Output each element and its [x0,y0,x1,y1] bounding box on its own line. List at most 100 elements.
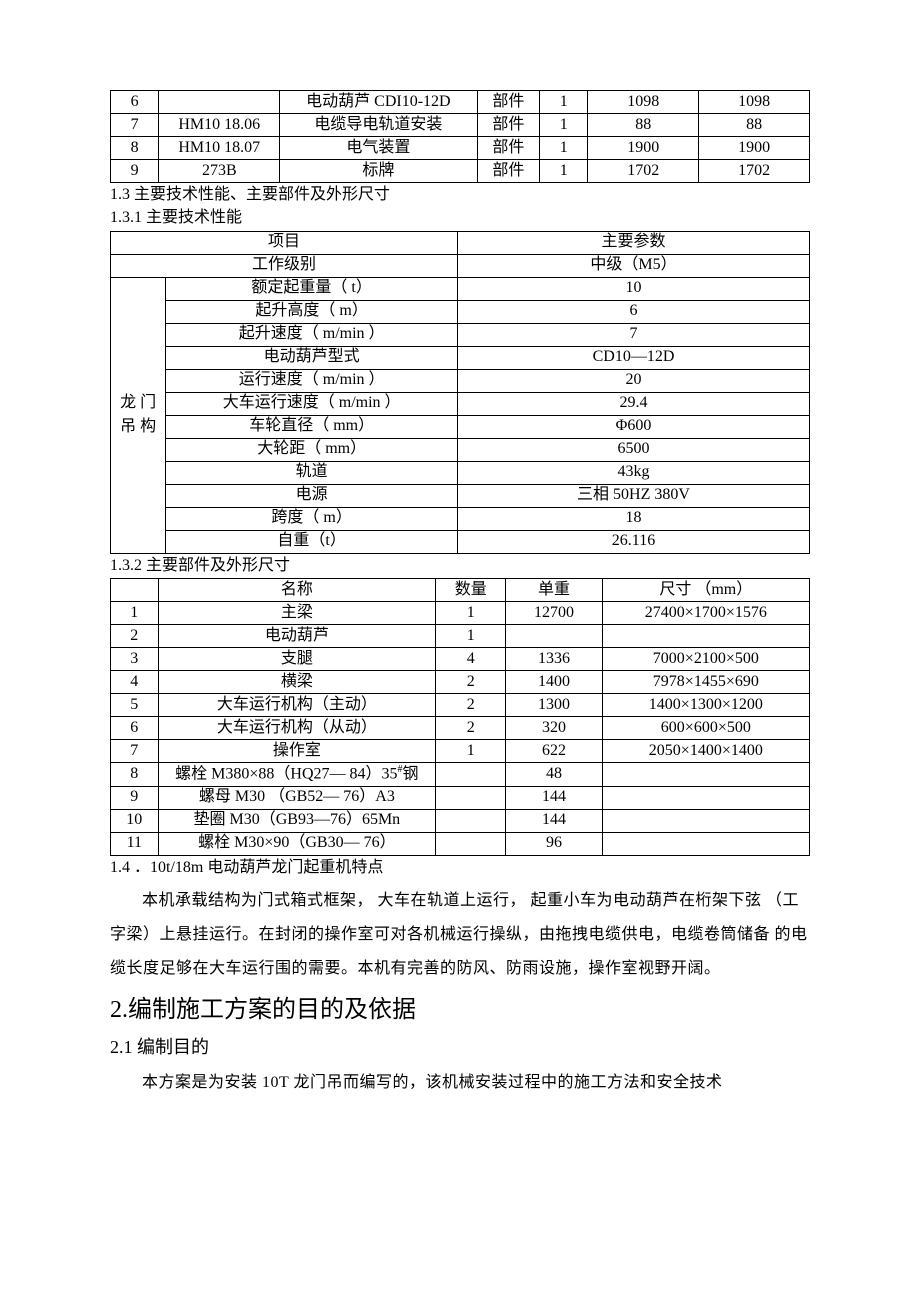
table-cell-side-label: 龙 门 吊 构 [111,277,166,553]
heading-1-4: 1.4 ．10t/18m 电动葫芦龙门起重机特点 [110,858,810,879]
components-table: 名称数量单重尺寸 （mm）1主梁11270027400×1700×15762电动… [110,578,810,855]
table-cell: 主梁 [158,602,436,625]
table-cell: 20 [457,369,809,392]
table-cell: 部件 [477,114,539,137]
table-cell: 1400×1300×1200 [602,694,809,717]
table-cell [602,832,809,855]
table-cell: 轨道 [166,461,458,484]
table-row: 大车运行速度（ m/min ）29.4 [111,392,810,415]
table-cell: 电气装置 [280,137,477,160]
table-cell: 320 [506,717,602,740]
table-cell: 2 [436,694,506,717]
table-cell [602,763,809,786]
table-cell: 2 [436,671,506,694]
table-cell [436,809,506,832]
table-cell: 1098 [588,91,699,114]
table-cell: 电缆导电轨道安装 [280,114,477,137]
table-cell: 144 [506,809,602,832]
table-row: 自重（t）26.116 [111,530,810,553]
table-cell: 9 [111,786,159,809]
heading-1-3-1: 1.3.1 主要技术性能 [110,208,810,229]
table-cell: 部件 [477,137,539,160]
table-cell [602,786,809,809]
table-cell: 11 [111,832,159,855]
table-cell: 6500 [457,438,809,461]
table-cell: 8 [111,763,159,786]
table-cell: 1900 [588,137,699,160]
table-cell: 起升高度（ m） [166,300,458,323]
table-row: 3支腿413367000×2100×500 [111,648,810,671]
paragraph-2-1: 本方案是为安装 10T 龙门吊而编写的，该机械安装过程中的施工方法和安全技术 [142,1066,810,1100]
heading-2: 2.编制施工方案的目的及依据 [110,995,810,1026]
table-cell [436,763,506,786]
table-cell: 部件 [477,160,539,183]
table-cell: 1 [540,114,588,137]
table-row: 7操作室16222050×1400×1400 [111,740,810,763]
table-cell: 1300 [506,694,602,717]
table-row: 名称数量单重尺寸 （mm） [111,579,810,602]
table-cell: 螺栓 M30×90（GB30— 76） [158,832,436,855]
table-row: 10垫圈 M30（GB93—76）65Mn144 [111,809,810,832]
table-cell: 48 [506,763,602,786]
table-cell: 标牌 [280,160,477,183]
table-cell: 2050×1400×1400 [602,740,809,763]
table-cell: 144 [506,786,602,809]
table-cell: 6 [111,91,159,114]
table-row: 6大车运行机构（从动）2320600×600×500 [111,717,810,740]
table-cell: 三相 50HZ 380V [457,484,809,507]
table-cell: 27400×1700×1576 [602,602,809,625]
table-row: 4横梁214007978×1455×690 [111,671,810,694]
table-cell: 螺母 M30 （GB52— 76）A3 [158,786,436,809]
table-cell: 起升速度（ m/min ） [166,323,458,346]
table-cell: 电动葫芦型式 [166,346,458,369]
table-cell: 9 [111,160,159,183]
table-cell: 车轮直径（ mm） [166,415,458,438]
table-cell: 3 [111,648,159,671]
table-cell: 大车运行机构（从动） [158,717,436,740]
table-cell: 大车运行机构（主动） [158,694,436,717]
table-cell: 工作级别 [111,254,458,277]
table-cell: 大车运行速度（ m/min ） [166,392,458,415]
table-cell: 12700 [506,602,602,625]
table-cell: 7 [457,323,809,346]
table-cell: 7000×2100×500 [602,648,809,671]
table-cell [436,832,506,855]
table-cell: 名称 [158,579,436,602]
table-cell: Φ600 [457,415,809,438]
table-cell: 1 [540,160,588,183]
table-row: 7HM10 18.06电缆导电轨道安装部件18888 [111,114,810,137]
table-cell: 1 [111,602,159,625]
table-cell: 1400 [506,671,602,694]
table-cell: 垫圈 M30（GB93—76）65Mn [158,809,436,832]
table-cell: 26.116 [457,530,809,553]
table-cell: 1 [436,625,506,648]
heading-2-1: 2.1 编制目的 [110,1036,810,1059]
table-cell: 1098 [699,91,810,114]
table-row: 电源三相 50HZ 380V [111,484,810,507]
table-row: 2电动葫芦1 [111,625,810,648]
heading-1-3-2: 1.3.2 主要部件及外形尺寸 [110,556,810,577]
table-cell: 1900 [699,137,810,160]
table-row: 9螺母 M30 （GB52— 76）A3 144 [111,786,810,809]
table-cell: 88 [699,114,810,137]
table-cell: 横梁 [158,671,436,694]
table-row: 6电动葫芦 CDI10-12D部件110981098 [111,91,810,114]
table-row: 11螺栓 M30×90（GB30— 76） 96 [111,832,810,855]
parts-table-continued: 6电动葫芦 CDI10-12D部件1109810987HM10 18.06电缆导… [110,90,810,183]
table-cell: 操作室 [158,740,436,763]
table-cell: 1702 [699,160,810,183]
table-cell: 96 [506,832,602,855]
table-row: 轨道43kg [111,461,810,484]
table-row: 起升高度（ m）6 [111,300,810,323]
table-cell: 跨度（ m） [166,507,458,530]
table-cell: 额定起重量（ t） [166,277,458,300]
table-row: 8HM10 18.07电气装置部件119001900 [111,137,810,160]
table-row: 项目主要参数 [111,231,810,254]
table-cell [602,625,809,648]
table-cell: 88 [588,114,699,137]
table-cell [506,625,602,648]
table-row: 电动葫芦型式CD10—12D [111,346,810,369]
table-cell: 5 [111,694,159,717]
table-cell: HM10 18.06 [159,114,280,137]
table-cell: 6 [111,717,159,740]
